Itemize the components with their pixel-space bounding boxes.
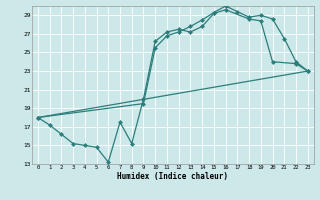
- X-axis label: Humidex (Indice chaleur): Humidex (Indice chaleur): [117, 172, 228, 181]
